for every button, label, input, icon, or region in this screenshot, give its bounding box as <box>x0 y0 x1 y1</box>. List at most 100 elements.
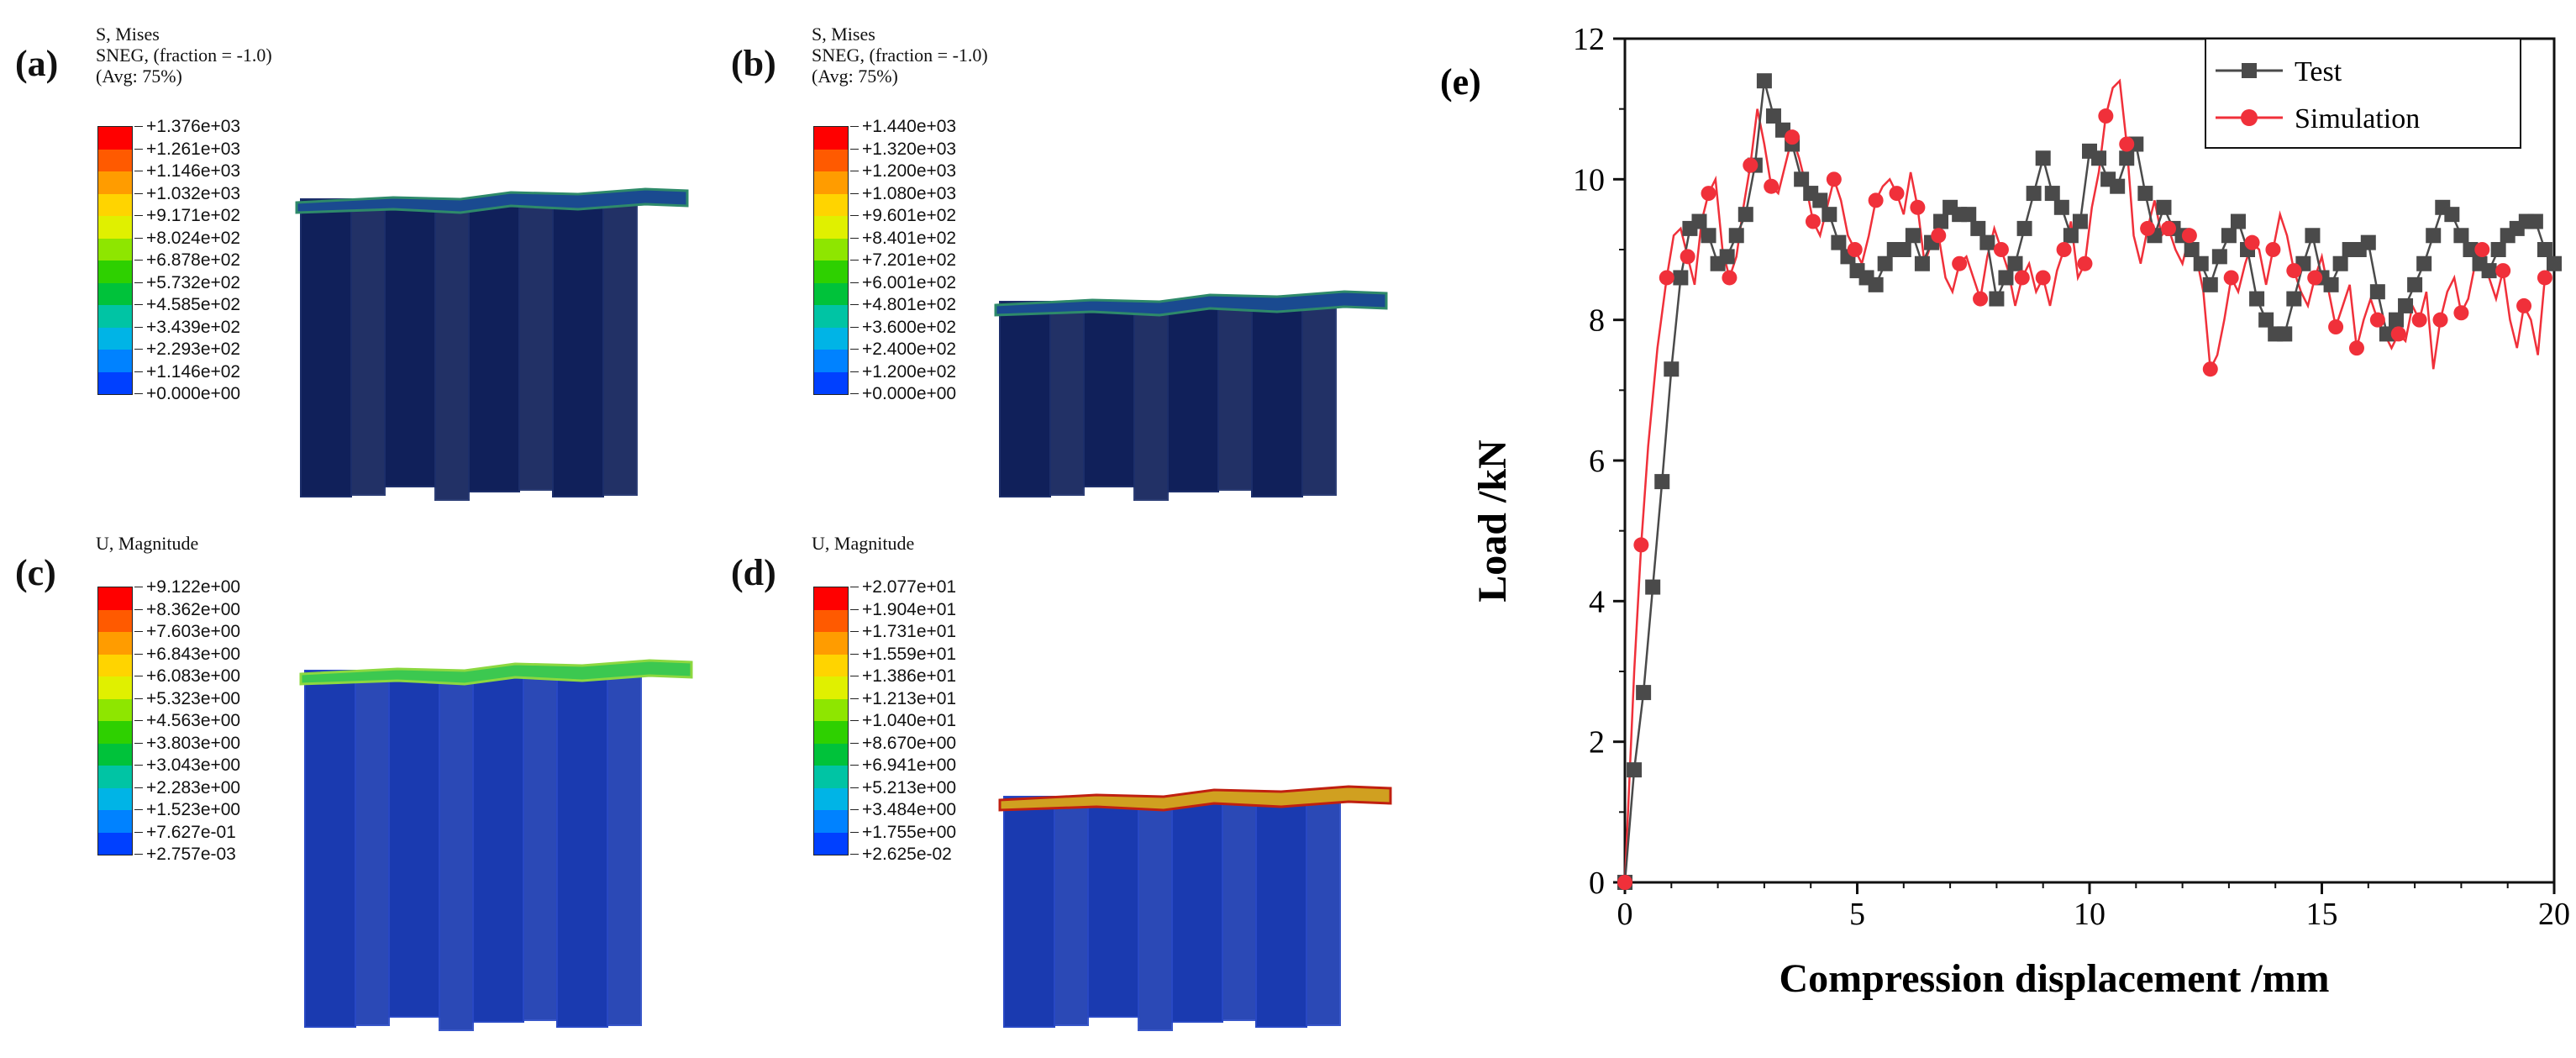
specimen-column <box>1222 799 1257 1021</box>
scale-value: +1.146e+03 <box>134 161 240 183</box>
scale-value: +4.585e+02 <box>134 294 240 317</box>
test-point <box>1831 234 1847 250</box>
test-point <box>1691 213 1707 229</box>
scale-value: +1.523e+00 <box>134 799 240 822</box>
contour-scale-values: +2.077e+01 +1.904e+01 +1.731e+01 +1.559e+01… <box>849 576 956 866</box>
simulation-point <box>2098 108 2114 124</box>
scale-value: +1.200e+03 <box>849 161 956 183</box>
specimen-column <box>1167 301 1219 492</box>
test-point <box>2453 228 2469 244</box>
simulation-point <box>2014 270 2030 286</box>
y-tick-label: 10 <box>1573 162 1605 197</box>
scale-segment <box>814 743 848 766</box>
simulation-point <box>2369 312 2385 328</box>
specimen-column <box>1138 799 1173 1031</box>
test-point <box>1654 474 1670 490</box>
legend-label-test: Test <box>2295 56 2342 87</box>
simulation-point <box>2119 136 2135 152</box>
x-tick-label: 10 <box>2074 897 2105 932</box>
series-line-test <box>1623 80 2556 883</box>
deformed-specimen <box>998 785 1392 1031</box>
scale-value: +1.376e+03 <box>134 116 240 139</box>
scale-segment <box>98 282 132 305</box>
contour-panel-d: (d) U, Magnitude +2.077e+01 +1.904e+01 +1.73… <box>731 533 1428 1037</box>
scale-value: +1.755e+00 <box>849 822 956 845</box>
simulation-point <box>2056 242 2072 257</box>
x-tick-label: 0 <box>1617 897 1633 932</box>
panel-label: (d) <box>731 552 776 593</box>
test-point <box>2332 255 2348 271</box>
simulation-point <box>2181 228 2197 244</box>
simulation-point <box>2077 255 2093 271</box>
specimen-column <box>304 670 356 1028</box>
contour-color-scale <box>813 587 849 855</box>
test-point <box>1822 207 1837 223</box>
test-point <box>2026 186 2042 202</box>
simulation-point <box>2328 319 2344 335</box>
test-point <box>1728 228 1744 244</box>
scale-value: +9.122e+00 <box>134 576 240 599</box>
scale-value: +3.043e+00 <box>134 755 240 777</box>
test-point <box>2547 255 2562 271</box>
test-point <box>2426 228 2442 244</box>
scale-segment <box>814 350 848 372</box>
test-point <box>2193 255 2209 271</box>
test-point <box>2388 312 2404 328</box>
scale-value: +1.040e+01 <box>849 710 956 733</box>
simulation-point <box>1633 537 1649 553</box>
simulation-point <box>1680 249 1695 265</box>
scale-value: +2.293e+02 <box>134 339 240 361</box>
test-point <box>1989 291 2005 307</box>
scale-value: +6.878e+02 <box>134 250 240 272</box>
test-point <box>2369 284 2385 300</box>
test-point <box>2016 220 2032 236</box>
simulation-point <box>2140 220 2156 236</box>
y-tick-label: 6 <box>1589 444 1605 479</box>
scale-segment <box>98 698 132 721</box>
scale-value: +4.563e+00 <box>134 710 240 733</box>
simulation-point <box>1868 192 1884 208</box>
specimen-column <box>602 202 638 496</box>
scale-segment <box>98 787 132 810</box>
scale-segment <box>98 654 132 676</box>
simulation-point <box>2516 297 2532 313</box>
test-point <box>2407 276 2423 292</box>
scale-segment <box>814 216 848 239</box>
test-point <box>1627 762 1643 778</box>
simulation-point <box>1910 199 1926 215</box>
contour-scale-values: +1.376e+03 +1.261e+03 +1.146e+03 +1.032e+03… <box>134 116 240 406</box>
simulation-point <box>1847 242 1863 257</box>
scale-value: +3.439e+02 <box>134 317 240 340</box>
contour-legend-title: U, Magnitude <box>812 533 914 554</box>
simulation-point <box>2202 361 2218 377</box>
test-point <box>2072 213 2088 229</box>
scale-segment <box>98 609 132 632</box>
chart-y-label: Load /kN <box>1470 440 1515 603</box>
scale-segment <box>98 327 132 350</box>
scale-segment <box>814 676 848 699</box>
simulation-point <box>2265 242 2281 257</box>
scale-segment <box>814 327 848 350</box>
load-displacement-chart: (e) 0 5 10 15 20 0 2 4 6 8 10 12 Compression displa… <box>1440 25 2570 1001</box>
specimen-column <box>350 202 386 496</box>
test-point <box>1794 171 1810 187</box>
test-point <box>2305 228 2321 244</box>
scale-value: +8.670e+00 <box>849 733 956 755</box>
scale-segment <box>98 127 132 150</box>
crushed-top-band <box>299 659 693 686</box>
crushed-top-band <box>998 785 1392 812</box>
scale-segment <box>98 171 132 194</box>
scale-value: +1.904e+01 <box>849 599 956 622</box>
test-point <box>1961 207 1977 223</box>
deformed-specimen <box>295 187 689 501</box>
scale-segment <box>814 193 848 216</box>
test-point <box>2286 291 2302 307</box>
chart-axes: 0 5 10 15 20 0 2 4 6 8 10 12 <box>1573 25 2570 932</box>
scale-segment <box>98 743 132 766</box>
test-point <box>2202 276 2218 292</box>
test-point <box>1877 255 1893 271</box>
scale-value: +1.731e+01 <box>849 621 956 644</box>
legend-title-line: (Avg: 75%) <box>812 66 898 87</box>
contour-legend-title: U, Magnitude <box>96 533 198 554</box>
scale-value: +2.757e-03 <box>134 844 240 866</box>
